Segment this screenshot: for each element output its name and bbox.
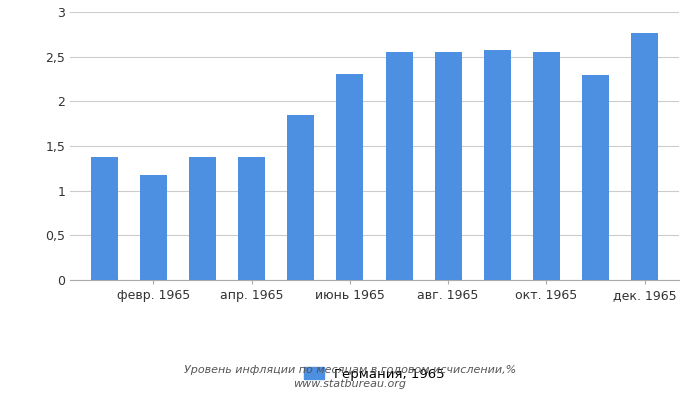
Bar <box>533 52 560 280</box>
Bar <box>386 52 412 280</box>
Bar <box>238 157 265 280</box>
Text: Уровень инфляции по месяцам в годовом исчислении,%: Уровень инфляции по месяцам в годовом ис… <box>184 365 516 375</box>
Bar <box>484 50 511 280</box>
Bar <box>435 52 462 280</box>
Bar <box>582 74 609 280</box>
Bar <box>189 157 216 280</box>
Bar <box>337 74 363 280</box>
Bar <box>287 115 314 280</box>
Bar <box>631 34 658 280</box>
Bar <box>91 157 118 280</box>
Bar <box>140 176 167 280</box>
Text: www.statbureau.org: www.statbureau.org <box>293 379 407 389</box>
Legend: Германия, 1965: Германия, 1965 <box>299 362 450 386</box>
